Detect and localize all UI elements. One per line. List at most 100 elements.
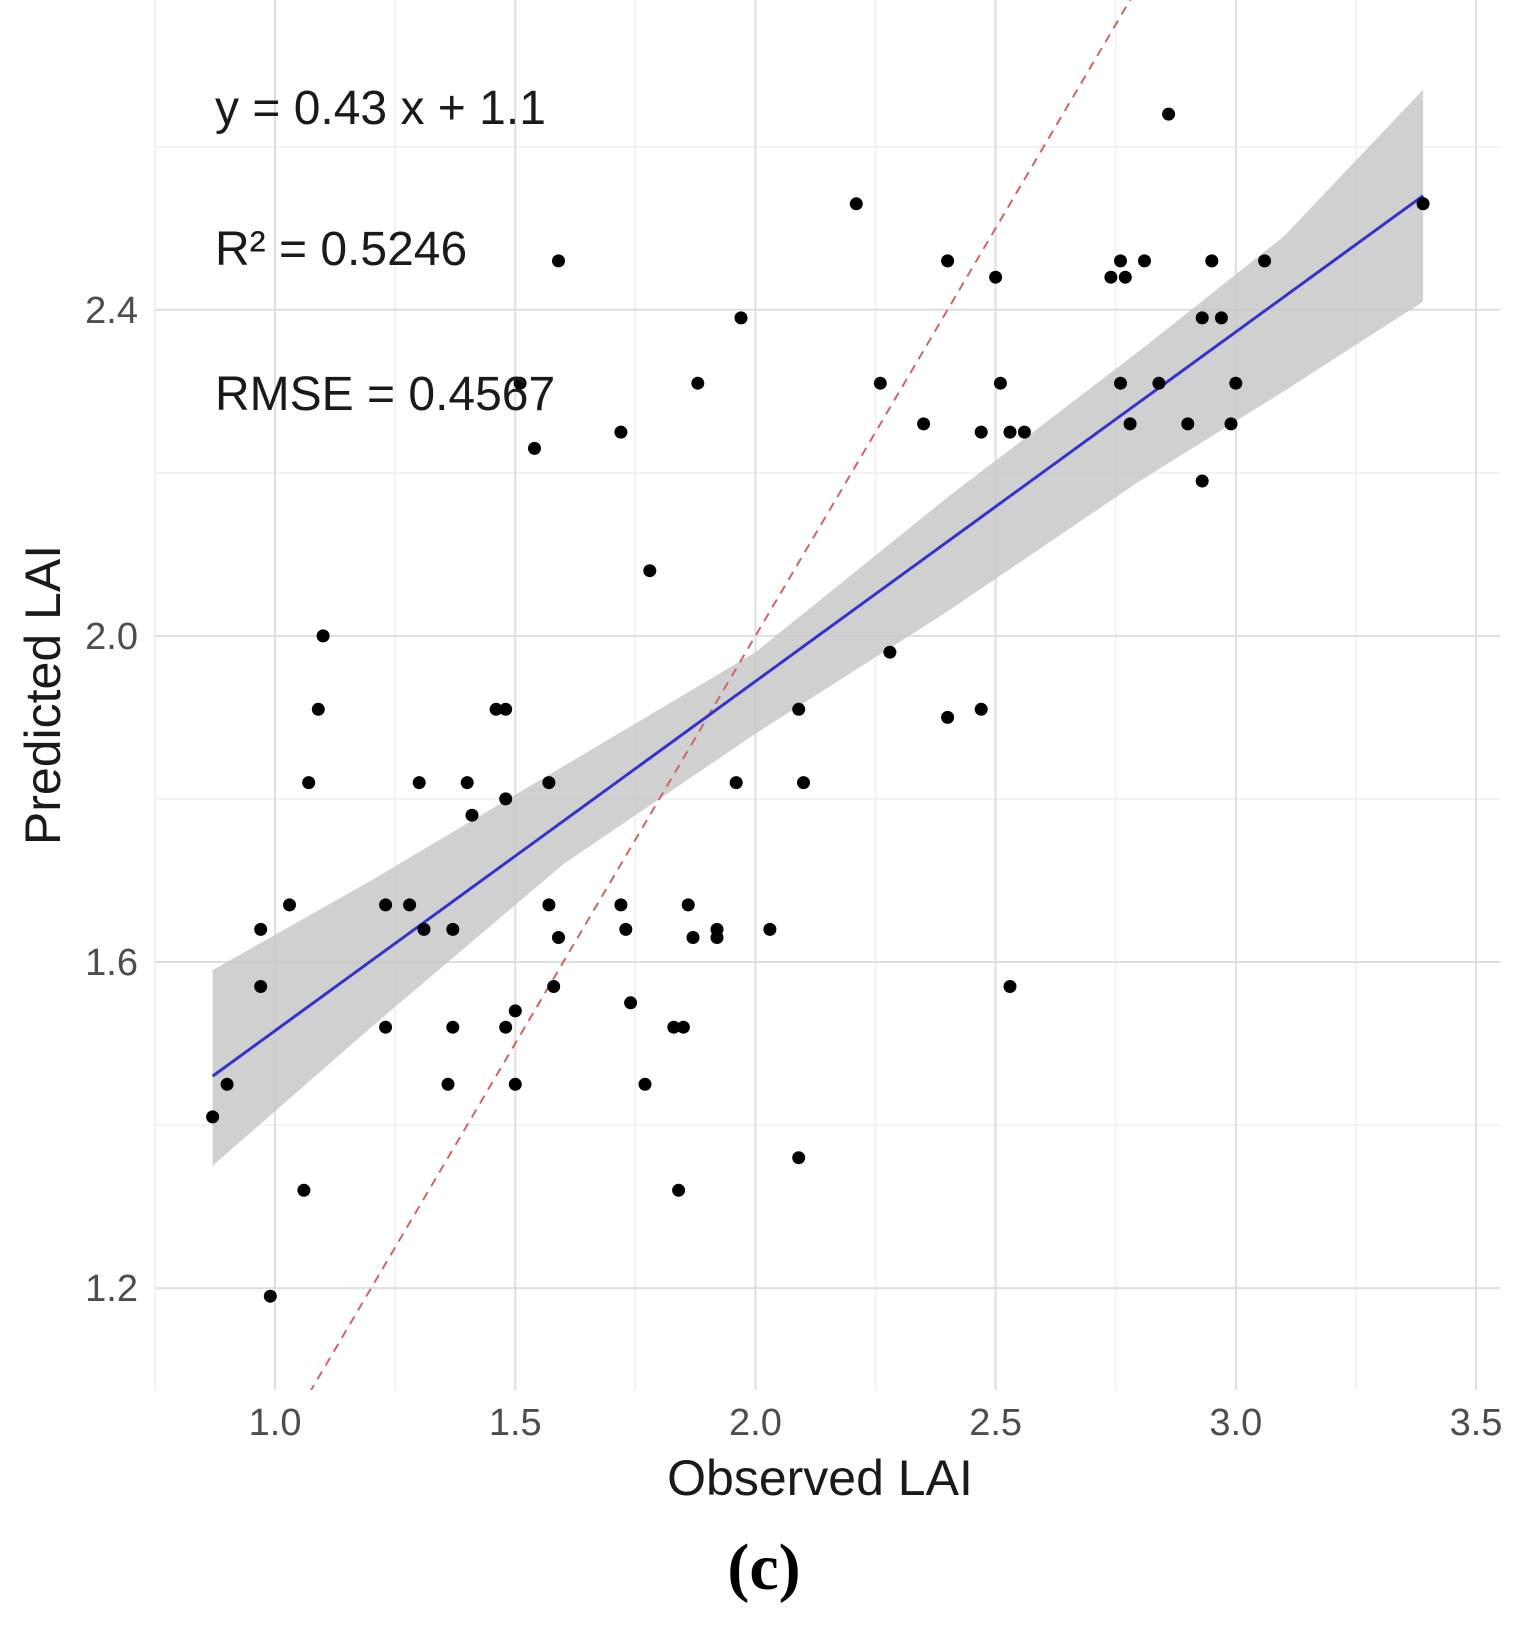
data-point	[1017, 425, 1031, 439]
data-point	[446, 922, 460, 936]
data-point	[302, 776, 316, 790]
data-point	[412, 776, 426, 790]
data-point	[1162, 107, 1176, 121]
data-point	[686, 931, 700, 944]
data-point	[974, 425, 988, 439]
data-point	[552, 254, 565, 268]
data-point	[513, 376, 527, 390]
data-point	[379, 1020, 393, 1034]
x-tick-label: 2.5	[969, 1402, 1022, 1444]
x-tick-label: 3.0	[1209, 1402, 1262, 1444]
data-point	[508, 1004, 522, 1018]
data-point	[254, 980, 268, 993]
data-point	[1195, 474, 1209, 488]
data-point	[624, 996, 638, 1010]
y-tick-label: 2.4	[85, 290, 138, 332]
data-point	[672, 1183, 686, 1197]
x-tick-label: 2.0	[729, 1402, 782, 1444]
r-squared-annotation: R² = 0.5246	[215, 223, 467, 276]
data-point	[1181, 417, 1195, 431]
data-point	[1123, 417, 1137, 431]
data-point	[1214, 311, 1228, 325]
data-point	[460, 776, 474, 790]
data-point	[542, 898, 556, 912]
data-point	[1118, 270, 1132, 284]
x-tick-label: 3.5	[1450, 1402, 1503, 1444]
data-point	[619, 922, 633, 936]
x-tick-label: 1.0	[249, 1402, 302, 1444]
data-point	[849, 197, 863, 211]
data-point	[417, 922, 431, 936]
data-point	[542, 776, 556, 790]
data-point	[993, 376, 1007, 390]
data-point	[1003, 980, 1017, 993]
data-point	[1195, 311, 1209, 325]
data-point	[681, 898, 695, 912]
data-point	[638, 1077, 652, 1091]
data-point	[614, 425, 628, 439]
data-point	[1258, 254, 1272, 268]
data-point	[446, 1020, 460, 1034]
data-point	[1416, 197, 1430, 211]
data-point	[763, 922, 777, 936]
data-point	[1138, 254, 1151, 268]
data-point	[441, 1077, 455, 1091]
data-point	[792, 702, 806, 716]
data-point	[499, 792, 513, 806]
data-points	[206, 107, 1430, 1303]
y-tick-label: 1.6	[85, 942, 138, 984]
data-point	[1114, 254, 1127, 268]
x-tick-label: 1.5	[489, 1402, 542, 1444]
data-point	[667, 1020, 681, 1034]
data-point	[691, 376, 705, 390]
data-point	[797, 776, 810, 790]
x-axis-title: Observed LAI	[667, 1450, 973, 1506]
regression-line	[211, 194, 1425, 1078]
scatter-chart: 1.0 1.5 2.0 2.5 3.0 3.5 1.2 1.6 2.0 2.4 y = 0.43…	[15, 0, 1503, 1506]
panel-label: (c)	[727, 1531, 801, 1604]
data-point	[989, 270, 1003, 284]
data-point	[729, 776, 743, 790]
fit-line-group	[211, 194, 1425, 1078]
data-point	[489, 702, 503, 716]
data-point	[1229, 376, 1243, 390]
data-point	[1224, 417, 1238, 431]
data-point	[941, 710, 955, 724]
data-point	[1104, 270, 1118, 284]
data-point	[1152, 376, 1166, 390]
data-point	[403, 898, 417, 912]
data-point	[643, 564, 657, 578]
data-point	[917, 417, 931, 431]
data-point	[974, 702, 988, 716]
data-point	[552, 931, 565, 944]
data-point	[254, 922, 268, 936]
y-tick-label: 1.2	[85, 1268, 138, 1310]
data-point	[283, 898, 296, 912]
data-point	[941, 254, 955, 268]
data-point	[873, 376, 887, 390]
data-point	[1114, 376, 1127, 390]
data-point	[883, 645, 897, 659]
y-tick-label: 2.0	[85, 616, 138, 658]
data-point	[1003, 425, 1017, 439]
data-point	[1205, 254, 1219, 268]
confidence-band-group	[212, 89, 1424, 1166]
data-point	[379, 898, 393, 912]
data-point	[499, 702, 513, 716]
data-point	[206, 1110, 220, 1124]
rmse-annotation: RMSE = 0.4567	[215, 368, 555, 421]
x-tick-labels: 1.0 1.5 2.0 2.5 3.0 3.5	[249, 1402, 1503, 1444]
data-point	[614, 898, 628, 912]
data-point	[547, 980, 561, 993]
data-point	[465, 808, 479, 822]
annotations: y = 0.43 x + 1.1 R² = 0.5246 RMSE = 0.45…	[215, 82, 555, 421]
data-point	[710, 922, 724, 936]
equation-annotation: y = 0.43 x + 1.1	[215, 82, 546, 135]
data-point	[499, 1020, 513, 1034]
data-point	[311, 702, 325, 716]
confidence-band	[212, 89, 1424, 1166]
data-point	[297, 1183, 311, 1197]
data-point	[508, 1077, 522, 1091]
data-point	[528, 441, 541, 455]
data-point	[792, 1151, 806, 1165]
